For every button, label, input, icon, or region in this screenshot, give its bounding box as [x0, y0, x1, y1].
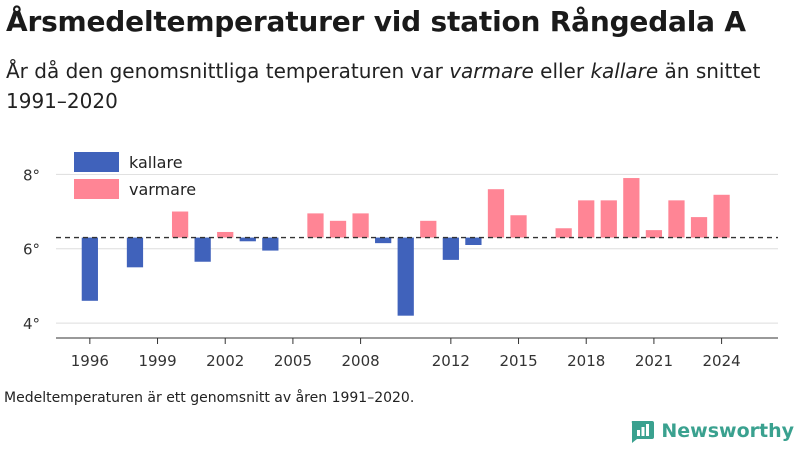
brand-logo: Newsworthy — [629, 419, 794, 443]
x-tick-label: 2002 — [206, 352, 244, 370]
bar-kallare — [397, 237, 414, 316]
bars — [81, 178, 730, 316]
bar-varmare — [352, 213, 369, 238]
bar-varmare — [578, 200, 595, 238]
legend-swatch-varmare — [74, 179, 119, 199]
footnote: Medeltemperaturen är ett genomsnitt av å… — [4, 390, 415, 406]
bar-kallare — [126, 237, 144, 268]
legend: kallare varmare — [70, 150, 220, 201]
bar-kallare — [262, 237, 279, 251]
axes: 4° 6° 8° 1996 1999 2002 2005 2008 2012 2015 2018 20… — [23, 166, 778, 370]
x-tick-label: 2021 — [635, 352, 673, 370]
bar-chart-logo-icon — [632, 421, 655, 443]
y-tick-label: 4° — [23, 315, 40, 333]
x-tick-label: 2015 — [499, 352, 537, 370]
x-tick-label: 2005 — [274, 352, 312, 370]
bar-varmare — [307, 213, 324, 238]
subtitle-part: År då den genomsnittliga temperaturen va… — [6, 59, 450, 83]
bar-varmare — [645, 230, 663, 238]
x-tick-label: 2018 — [567, 352, 605, 370]
chart-subtitle: År då den genomsnittliga temperaturen va… — [6, 56, 786, 116]
x-tick-label: 2012 — [432, 352, 470, 370]
x-tick-label: 1999 — [138, 352, 176, 370]
legend-label-varmare: varmare — [129, 180, 196, 199]
bar-kallare — [239, 237, 256, 242]
bar-varmare — [623, 178, 640, 238]
bar-varmare — [217, 231, 234, 238]
bar-kallare — [81, 237, 98, 301]
bar-varmare — [600, 200, 617, 238]
subtitle-part: kallare — [590, 59, 659, 83]
bar-varmare — [420, 220, 437, 238]
bar-kallare — [375, 237, 392, 244]
subtitle-part: varmare — [449, 59, 534, 83]
bar-kallare — [194, 237, 211, 262]
x-tick-label: 2008 — [342, 352, 380, 370]
bar-varmare — [690, 217, 708, 238]
bar-chart: 4° 6° 8° 1996 1999 2002 2005 2008 2012 2015 2018 20… — [23, 150, 778, 370]
bar-varmare — [510, 215, 527, 238]
brand-name: Newsworthy — [661, 420, 794, 442]
bar-kallare — [442, 237, 459, 260]
bar-varmare — [171, 211, 189, 238]
bar-varmare — [713, 194, 730, 238]
chart-title: Årsmedeltemperaturer vid station Rångeda… — [6, 5, 746, 38]
legend-swatch-kallare — [74, 152, 119, 172]
subtitle-part: eller — [533, 59, 591, 83]
bar-varmare — [668, 200, 685, 238]
x-tick-label: 1996 — [71, 352, 109, 370]
bar-varmare — [487, 189, 505, 238]
subtitle-part: än snittet 1991–2020 — [6, 59, 761, 113]
x-tick-label: 2024 — [703, 352, 741, 370]
legend-label-kallare: kallare — [129, 153, 183, 172]
bar-varmare — [555, 228, 572, 238]
y-tick-label: 8° — [23, 166, 40, 184]
grid-lines — [56, 173, 778, 324]
y-tick-label: 6° — [23, 241, 40, 259]
bar-kallare — [465, 237, 482, 245]
bar-varmare — [329, 220, 347, 238]
